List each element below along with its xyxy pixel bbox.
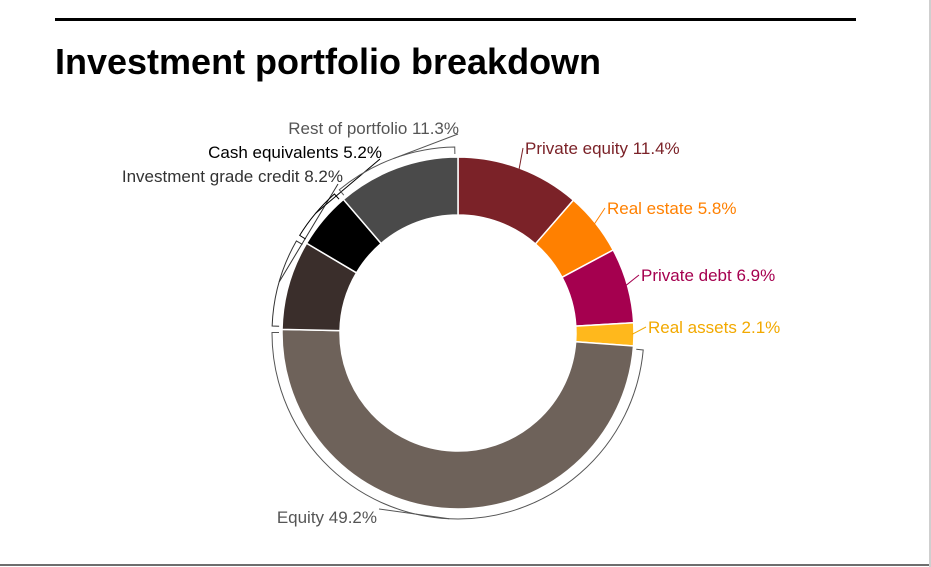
data-label-real-assets: Real assets 2.1% — [648, 318, 780, 337]
data-label-investment-grade-credit: Investment grade credit 8.2% — [122, 167, 343, 186]
data-label-private-debt: Private debt 6.9% — [641, 266, 775, 285]
title-top-rule — [55, 18, 856, 21]
data-label-real-estate: Real estate 5.8% — [607, 199, 736, 218]
slice-equity — [281, 328, 635, 510]
bracket-equity — [271, 331, 644, 520]
page-title: Investment portfolio breakdown — [55, 41, 602, 82]
leader-line-real-assets — [631, 326, 647, 335]
bottom-rule — [0, 564, 929, 566]
leader-line-private-equity — [518, 147, 524, 171]
leader-line-cash-equivalents — [315, 158, 381, 214]
data-label-cash-equivalents: Cash equivalents 5.2% — [208, 143, 382, 162]
frame-right-border — [929, 0, 931, 567]
leader-line-private-debt — [625, 274, 640, 287]
data-label-private-equity: Private equity 11.4% — [525, 139, 680, 158]
leader-line-real-estate — [593, 207, 606, 225]
data-label-equity: Equity 49.2% — [277, 508, 377, 527]
slice-rest-of-portfolio — [342, 156, 459, 245]
data-label-rest-of-portfolio: Rest of portfolio 11.3% — [288, 119, 459, 138]
leader-line-rest-of-portfolio — [393, 133, 459, 160]
leader-line-equity — [378, 508, 450, 520]
